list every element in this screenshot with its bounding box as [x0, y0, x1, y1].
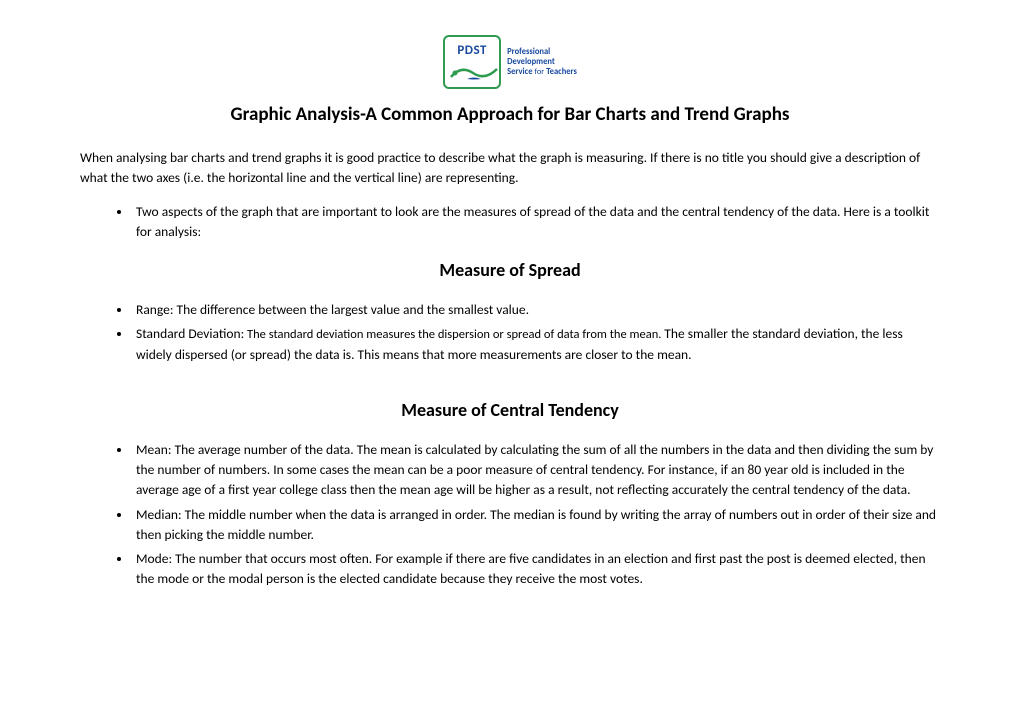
item-text: The number that occurs most often. For e…: [136, 550, 926, 587]
item-label: Median:: [136, 506, 182, 523]
logo-side-text: Professional Development Service for Tea…: [507, 47, 577, 78]
logo-badge-text: PDST: [457, 41, 487, 61]
page-title: Graphic Analysis-A Common Approach for B…: [80, 101, 940, 130]
spacer: [80, 379, 940, 385]
item-text: The middle number when the data is arran…: [136, 506, 936, 543]
intro-paragraph: When analysing bar charts and trend grap…: [80, 148, 940, 189]
list-item: Median: The middle number when the data …: [132, 505, 940, 546]
spread-heading: Measure of Spread: [80, 257, 940, 284]
logo-swoosh-icon: [449, 63, 499, 81]
logo-line1: Professional: [507, 47, 577, 57]
item-label: Range:: [136, 301, 173, 318]
list-item: Mean: The average number of the data. Th…: [132, 440, 940, 501]
logo-line3: Service for Teachers: [507, 67, 577, 77]
central-list: Mean: The average number of the data. Th…: [80, 440, 940, 590]
item-label: Mode:: [136, 550, 172, 567]
logo-badge: PDST: [443, 35, 501, 89]
item-text: The difference between the largest value…: [173, 301, 529, 318]
list-item: Mode: The number that occurs most often.…: [132, 549, 940, 590]
item-text: The average number of the data. The mean…: [136, 441, 933, 499]
central-heading: Measure of Central Tendency: [80, 397, 940, 424]
aspects-list: Two aspects of the graph that are import…: [80, 202, 940, 243]
spread-list: Range: The difference between the larges…: [80, 300, 940, 365]
item-label: Standard Deviation:: [136, 325, 244, 342]
list-item: Range: The difference between the larges…: [132, 300, 940, 320]
item-note: The standard deviation measures the disp…: [244, 327, 664, 342]
item-label: Mean:: [136, 441, 171, 458]
pdst-logo: PDST Professional Development Service fo…: [443, 35, 577, 89]
logo-container: PDST Professional Development Service fo…: [80, 35, 940, 89]
list-item: Two aspects of the graph that are import…: [132, 202, 940, 243]
list-item: Standard Deviation: The standard deviati…: [132, 324, 940, 365]
logo-line2: Development: [507, 57, 577, 67]
